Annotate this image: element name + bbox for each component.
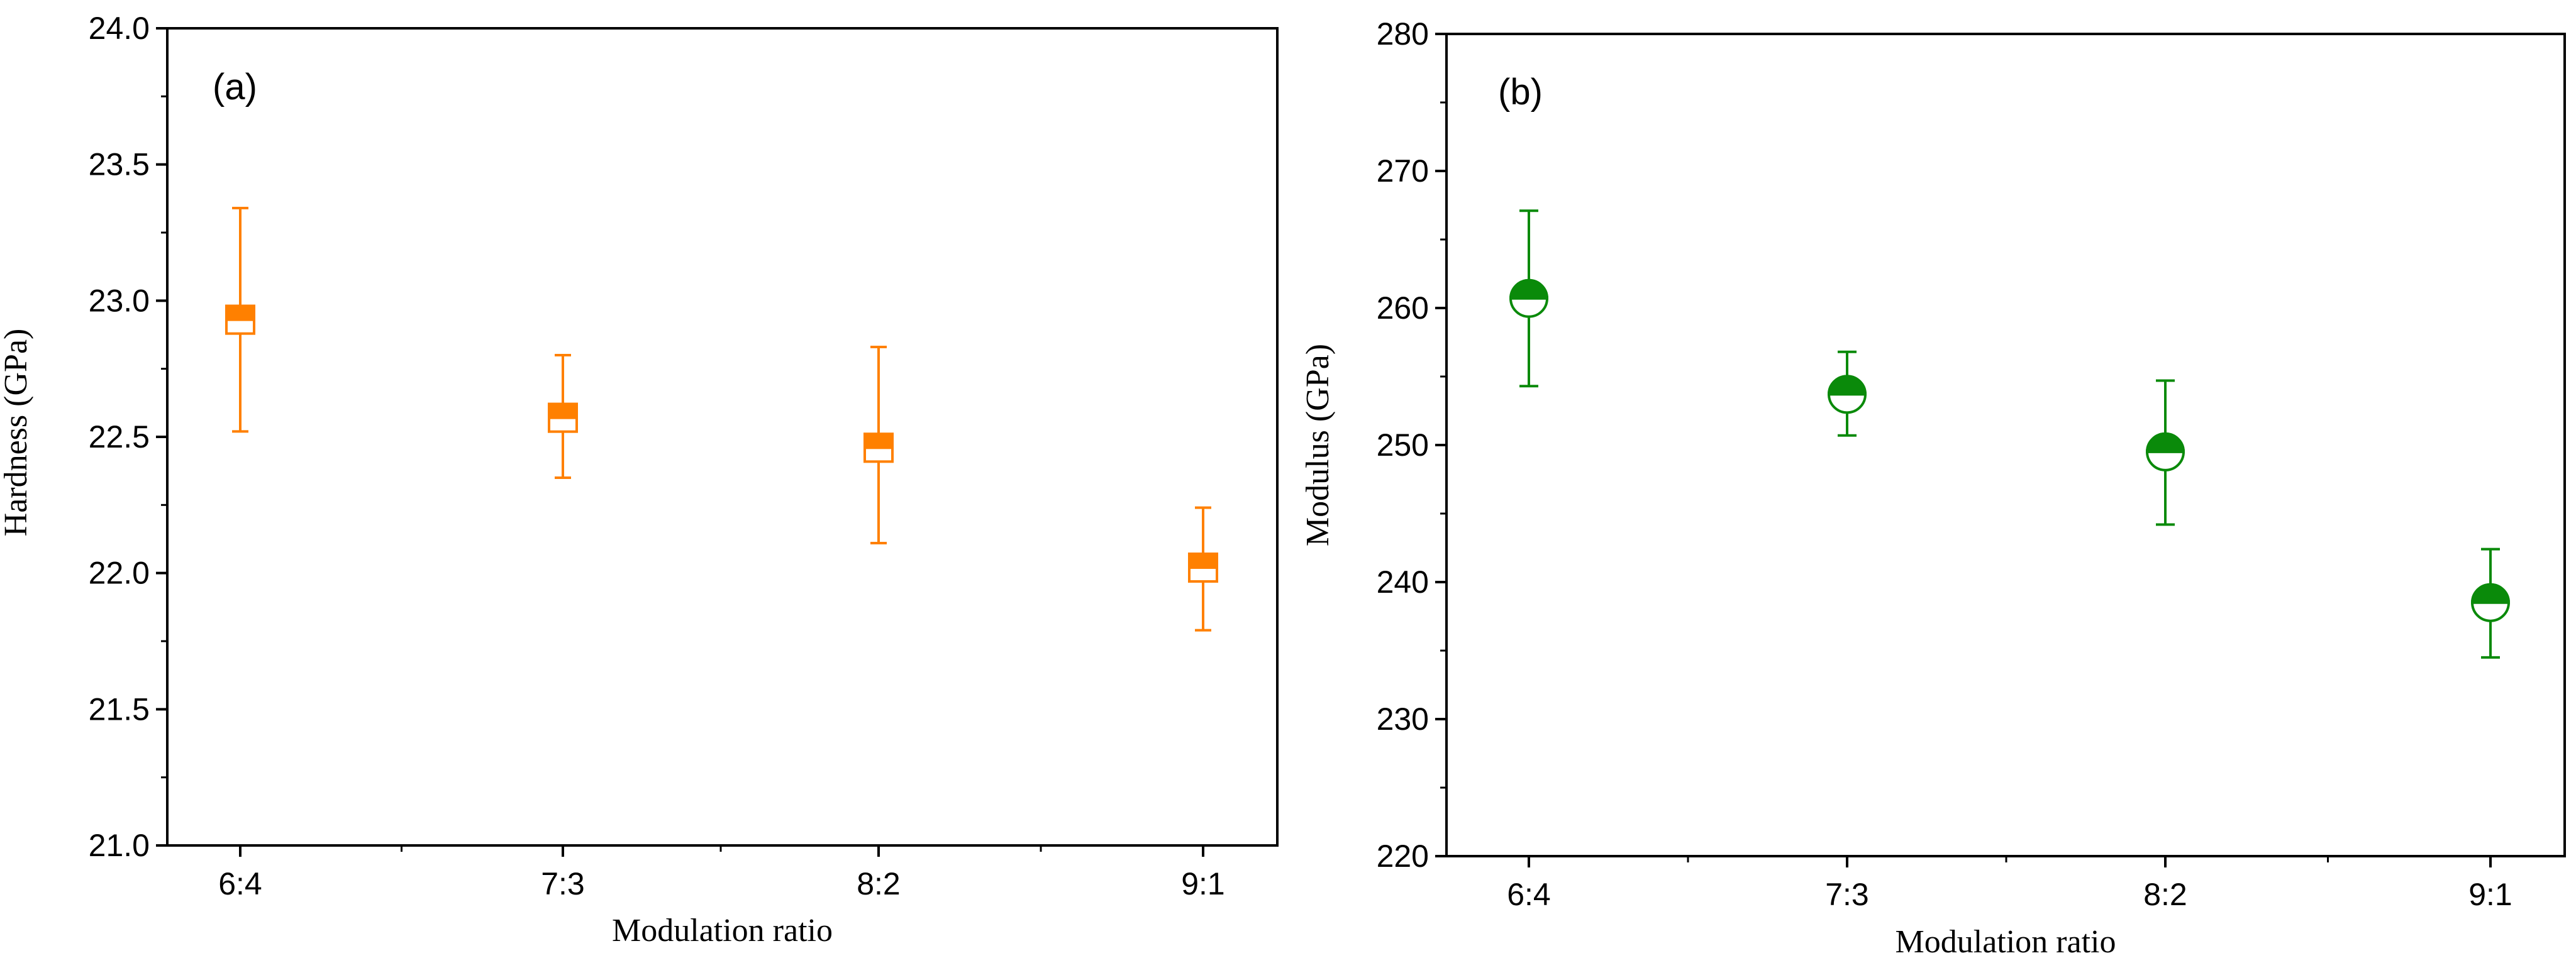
plot-frame [1445, 33, 2566, 857]
y-tick-label: 23.0 [89, 283, 150, 318]
x-tick-label: 7:3 [1825, 877, 1869, 912]
x-tick-label: 6:4 [218, 866, 262, 901]
y-tick-label: 22.0 [89, 556, 150, 591]
y-tick-label: 270 [1377, 153, 1429, 189]
y-axis-title: Modulus (GPa) [1300, 344, 1336, 546]
y-axis-title: Hardness (GPa) [0, 329, 34, 537]
y-tick-label: 24.0 [89, 11, 150, 46]
plot-frame [166, 27, 1279, 847]
y-tick-label: 250 [1377, 427, 1429, 463]
y-tick-label: 21.5 [89, 691, 150, 727]
marker-fill-top [1827, 375, 1867, 396]
y-tick-label: 260 [1377, 290, 1429, 326]
marker-fill-top [225, 304, 255, 321]
x-tick-label: 8:2 [2143, 877, 2187, 912]
data-point [1188, 506, 1218, 632]
y-tick-label: 22.5 [89, 419, 150, 454]
data-point [548, 354, 578, 479]
panel-b-modulus-chart: 220 230 240 250 260 270 280 6:4 7:3 8:2 9:1 Modulat… [1300, 16, 2566, 960]
data-point [1827, 350, 1867, 437]
y-tick-label: 280 [1377, 16, 1429, 52]
y-tick-label: 23.5 [89, 147, 150, 182]
x-tick-label: 8:2 [857, 866, 901, 901]
panel-label: (a) [213, 67, 257, 107]
data-point [863, 346, 894, 544]
y-tick-label: 220 [1377, 839, 1429, 874]
data-point [1509, 209, 1549, 388]
data-point [2145, 379, 2185, 526]
panel-label: (b) [1498, 72, 1543, 113]
y-tick-label: 240 [1377, 564, 1429, 600]
marker-fill-top [863, 432, 894, 449]
data-point [225, 207, 255, 433]
y-tick-label: 21.0 [89, 828, 150, 863]
panel-a-hardness-chart: 21.0 21.5 22.0 22.5 23.0 23.5 24.0 6:4 7:3 8:2 9:1… [0, 11, 1279, 949]
data-point [2470, 548, 2511, 659]
x-tick-label: 9:1 [1181, 866, 1225, 901]
y-tick-label: 230 [1377, 702, 1429, 737]
marker-fill-top [1188, 553, 1218, 569]
x-axis-title: Modulation ratio [612, 913, 833, 949]
x-axis-title: Modulation ratio [1896, 924, 2116, 960]
x-tick-label: 9:1 [2468, 877, 2512, 912]
marker-fill-top [2470, 583, 2511, 604]
marker-fill-top [2145, 432, 2185, 453]
x-tick-label: 7:3 [541, 866, 585, 901]
marker-fill-top [548, 402, 578, 419]
x-tick-label: 6:4 [1507, 877, 1551, 912]
marker-fill-top [1509, 278, 1549, 300]
